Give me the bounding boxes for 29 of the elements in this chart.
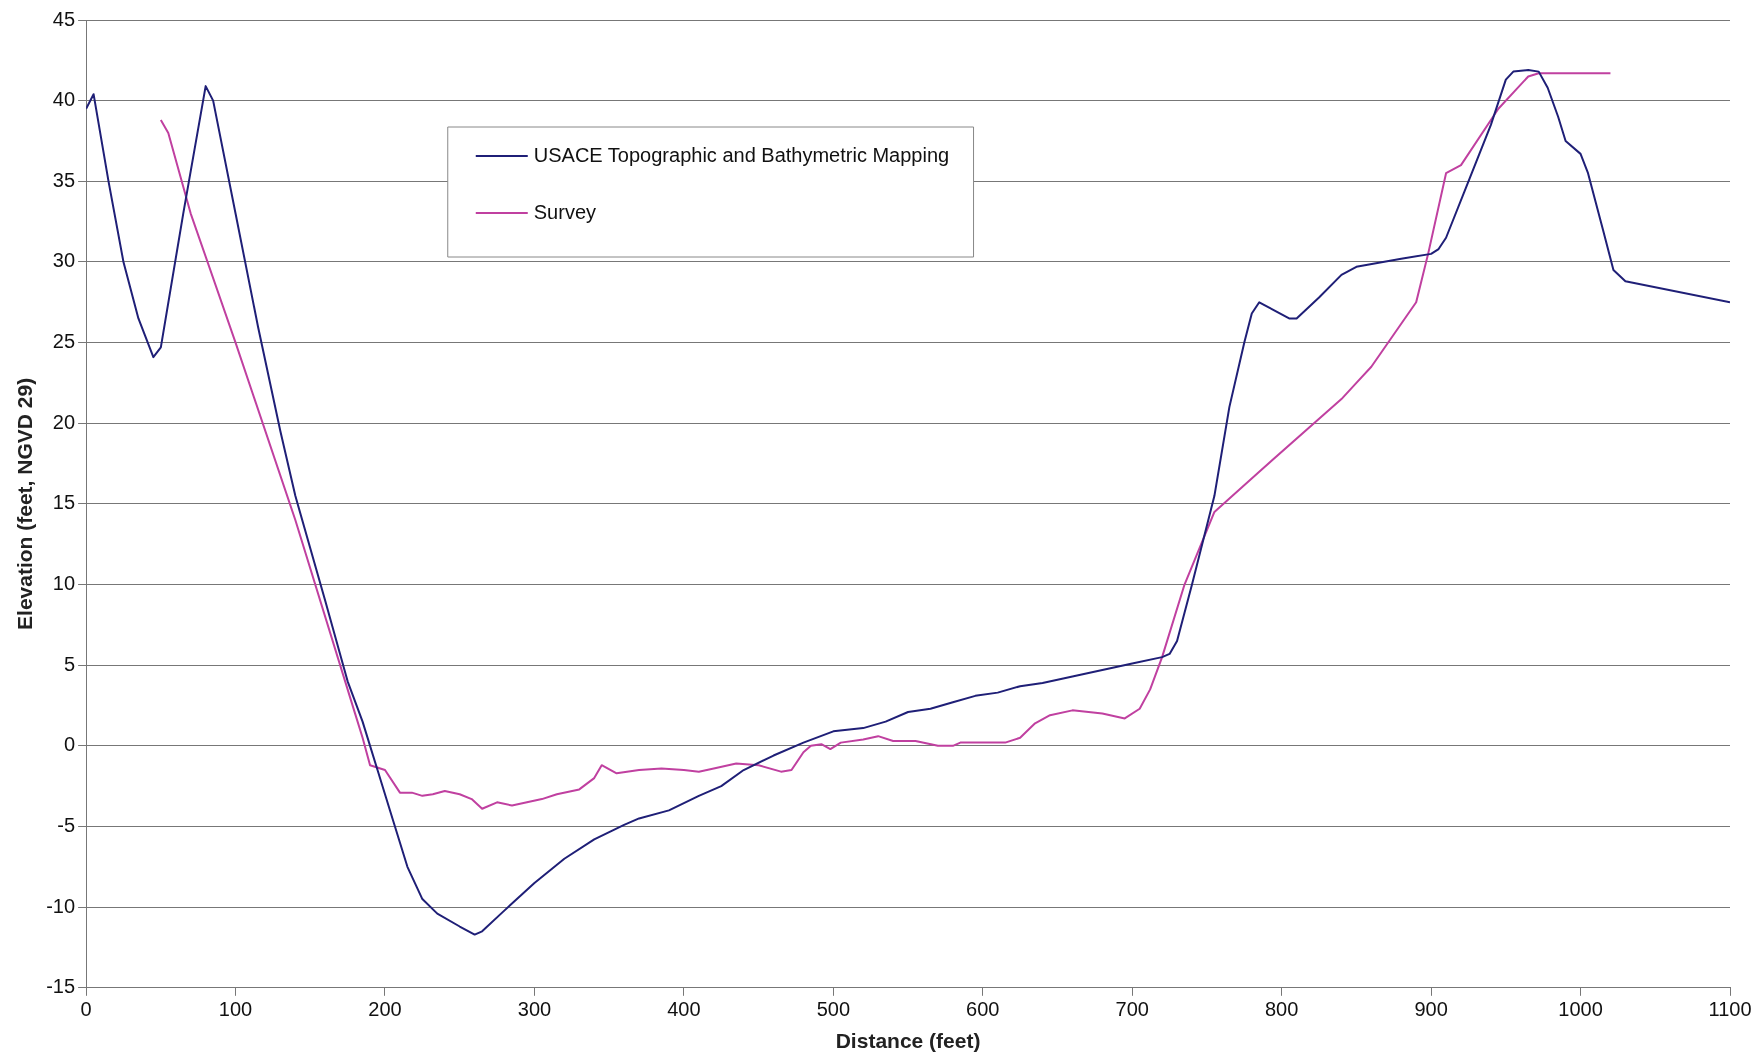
- x-tick-label: 200: [368, 998, 402, 1021]
- x-tick-label: 500: [816, 998, 851, 1021]
- legend-label: Survey: [533, 200, 597, 223]
- x-tick-label: 800: [1264, 998, 1299, 1021]
- x-tick-label: 0: [80, 998, 92, 1021]
- x-tick-label: 300: [517, 998, 552, 1021]
- x-tick-label: 100: [218, 998, 253, 1021]
- x-axis-title: Distance (feet): [835, 1029, 981, 1053]
- y-tick-label: -10: [46, 894, 76, 917]
- y-tick-label: 5: [63, 652, 76, 675]
- y-tick-label: 25: [52, 330, 76, 353]
- y-tick-label: 45: [52, 7, 76, 30]
- y-tick-label: -15: [46, 975, 76, 998]
- y-axis-title: Elevation (feet, NGVD 29): [13, 377, 37, 630]
- y-tick-label: 15: [52, 491, 76, 514]
- x-tick-label: 1000: [1558, 998, 1603, 1021]
- y-tick-label: 10: [52, 572, 76, 595]
- x-tick-label: 1100: [1708, 998, 1752, 1021]
- y-tick-label: 20: [52, 410, 76, 433]
- y-tick-label: -5: [57, 814, 76, 837]
- x-tick-label: 700: [1115, 998, 1149, 1021]
- x-tick-label: 600: [966, 998, 1000, 1021]
- x-tick-label: 400: [667, 998, 701, 1021]
- y-tick-label: 30: [52, 249, 76, 272]
- y-tick-label: 35: [52, 168, 76, 191]
- legend-label: USACE Topographic and Bathymetric Mapping: [533, 143, 950, 166]
- y-tick-label: 40: [52, 88, 76, 111]
- y-tick-label: 0: [63, 733, 76, 756]
- x-tick-label: 900: [1414, 998, 1448, 1021]
